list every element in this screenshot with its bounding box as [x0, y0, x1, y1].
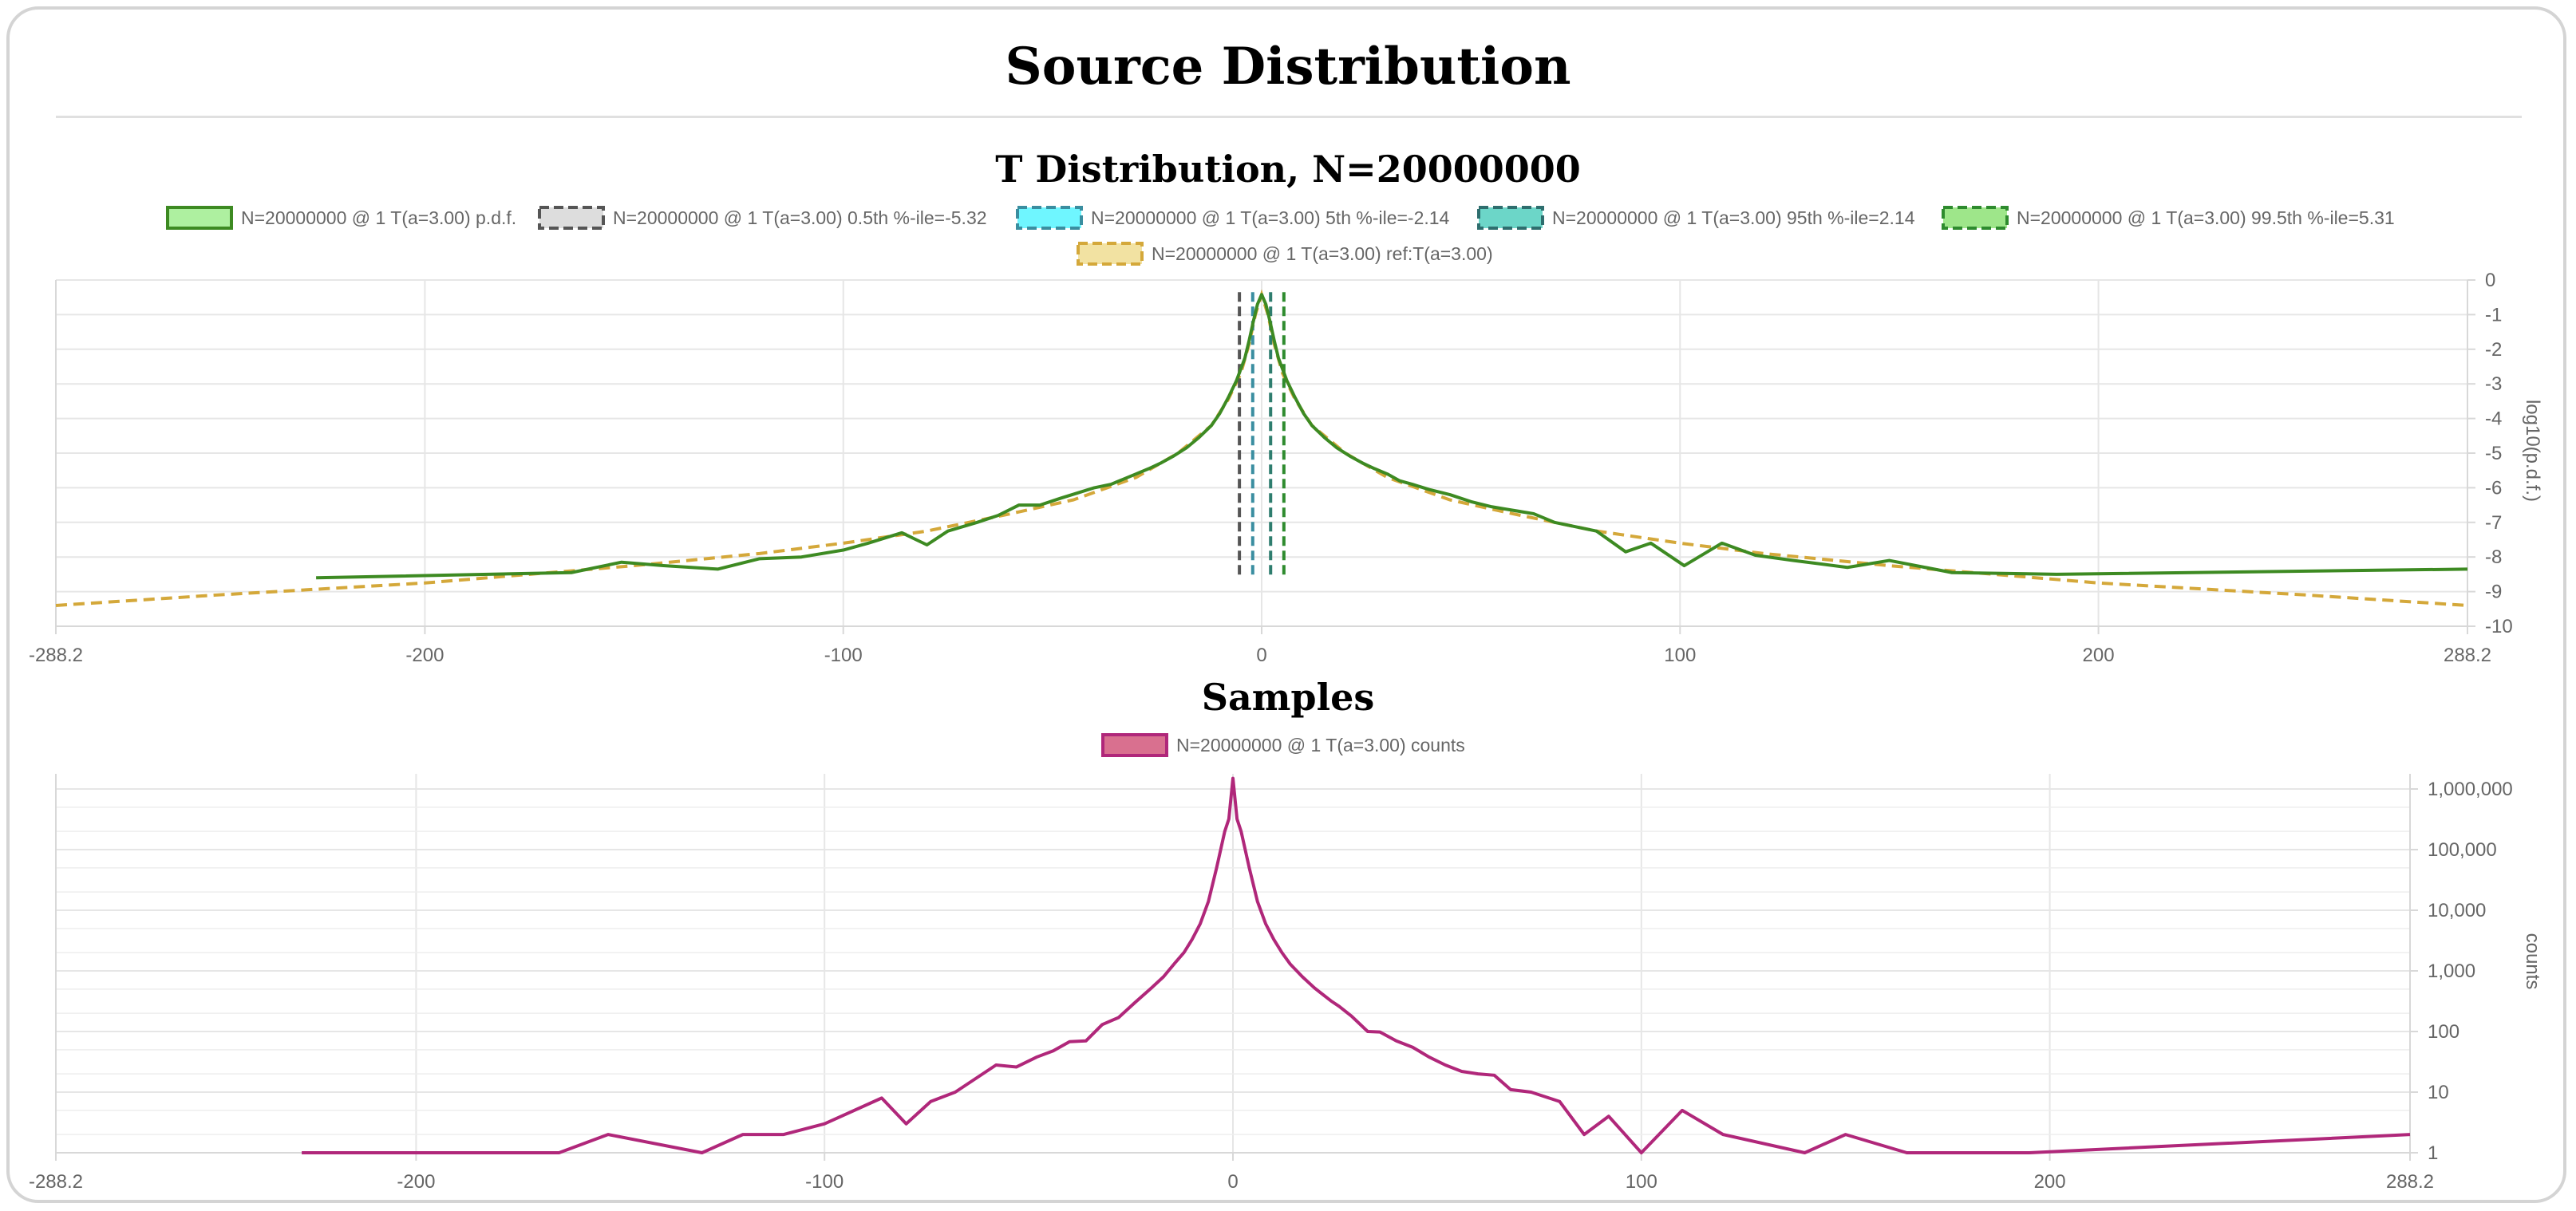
- legend-swatch: [1477, 206, 1544, 230]
- legend: N=20000000 @ 1 T(a=3.00) counts: [1101, 733, 1465, 757]
- x-tick-label: -200: [405, 645, 444, 666]
- series-pdf-line: [316, 293, 2468, 580]
- y-tick-label: -1: [2485, 304, 2502, 325]
- page-title: Source Distribution: [1005, 37, 1571, 97]
- y-tick-label: 100,000: [2428, 839, 2497, 861]
- chart-title: T Distribution, N=20000000: [995, 148, 1581, 191]
- series-counts-line: [302, 776, 2411, 1154]
- y-tick-label: 1,000: [2428, 961, 2475, 982]
- legend: N=20000000 @ 1 T(a=3.00) p.d.f. N=2000000…: [166, 206, 2395, 266]
- x-tick-label: -288.2: [29, 645, 83, 666]
- legend-swatch: [1942, 206, 2009, 230]
- x-tick-label: 0: [1256, 645, 1266, 666]
- y-tick-label: -7: [2485, 512, 2502, 534]
- axes: -288.2 -200 -100 0 100 200 288.2 0 -1 -2 -3 -4 -5 -6 -…: [29, 270, 2513, 666]
- y-axis-label: counts: [2522, 933, 2543, 990]
- y-tick-label: -6: [2485, 477, 2502, 499]
- y-tick-label: 0: [2485, 270, 2495, 291]
- legend-swatch: [1016, 206, 1083, 230]
- legend-label: N=20000000 @ 1 T(a=3.00) 95th %-ile=2.14: [1552, 207, 1915, 228]
- y-tick-label: -8: [2485, 546, 2502, 568]
- y-tick-label: -5: [2485, 443, 2502, 464]
- chart-title: Samples: [1202, 676, 1375, 719]
- legend-swatch: [1101, 733, 1168, 757]
- plot-area: [302, 776, 2411, 1154]
- y-tick-label: -3: [2485, 373, 2502, 395]
- y-tick-label: 1,000,000: [2428, 779, 2513, 800]
- y-tick-label: 100: [2428, 1021, 2459, 1043]
- x-tick-label: 200: [2083, 645, 2115, 666]
- x-tick-label: -288.2: [29, 1171, 83, 1193]
- legend-label: N=20000000 @ 1 T(a=3.00) p.d.f.: [241, 207, 516, 228]
- x-tick-label: 288.2: [2444, 645, 2491, 666]
- y-tick-label: 10,000: [2428, 900, 2486, 921]
- y-tick-label: -2: [2485, 339, 2502, 361]
- legend-swatch: [538, 206, 605, 230]
- legend-label: N=20000000 @ 1 T(a=3.00) counts: [1176, 735, 1465, 755]
- title-divider: [56, 116, 2522, 118]
- y-tick-label: 1: [2428, 1142, 2438, 1164]
- y-tick-label: -10: [2485, 616, 2513, 637]
- legend-swatch: [1077, 242, 1144, 266]
- x-tick-label: 0: [1227, 1171, 1238, 1193]
- x-tick-label: -100: [824, 645, 863, 666]
- legend-label: N=20000000 @ 1 T(a=3.00) 99.5th %-ile=5.…: [2017, 207, 2395, 228]
- legend-label: N=20000000 @ 1 T(a=3.00) 5th %-ile=-2.14: [1091, 207, 1450, 228]
- grid: [55, 774, 2411, 1154]
- x-tick-label: 200: [2034, 1171, 2066, 1193]
- x-tick-label: -200: [397, 1171, 435, 1193]
- axes: -288.2 -200 -100 0 100 200 288.2 1 10 100 1,000 10,…: [29, 774, 2513, 1193]
- y-tick-label: -9: [2485, 582, 2502, 603]
- y-axis-label: log10(p.d.f.): [2522, 400, 2543, 502]
- t-distribution-chart: T Distribution, N=20000000 N=20000000 @ …: [29, 148, 2543, 666]
- samples-chart: Samples N=20000000 @ 1 T(a=3.00) counts …: [29, 676, 2543, 1193]
- chart-card: [6, 6, 2566, 1203]
- legend-label: N=20000000 @ 1 T(a=3.00) 0.5th %-ile=-5.…: [613, 207, 987, 228]
- x-tick-label: 100: [1626, 1171, 1657, 1193]
- y-tick-label: 10: [2428, 1082, 2449, 1103]
- legend-swatch: [166, 206, 233, 230]
- y-tick-label: -4: [2485, 408, 2502, 430]
- legend-label: N=20000000 @ 1 T(a=3.00) ref:T(a=3.00): [1152, 243, 1493, 264]
- x-tick-label: 288.2: [2386, 1171, 2434, 1193]
- x-tick-label: -100: [805, 1171, 844, 1193]
- x-tick-label: 100: [1664, 645, 1696, 666]
- plot-area: [55, 289, 2468, 607]
